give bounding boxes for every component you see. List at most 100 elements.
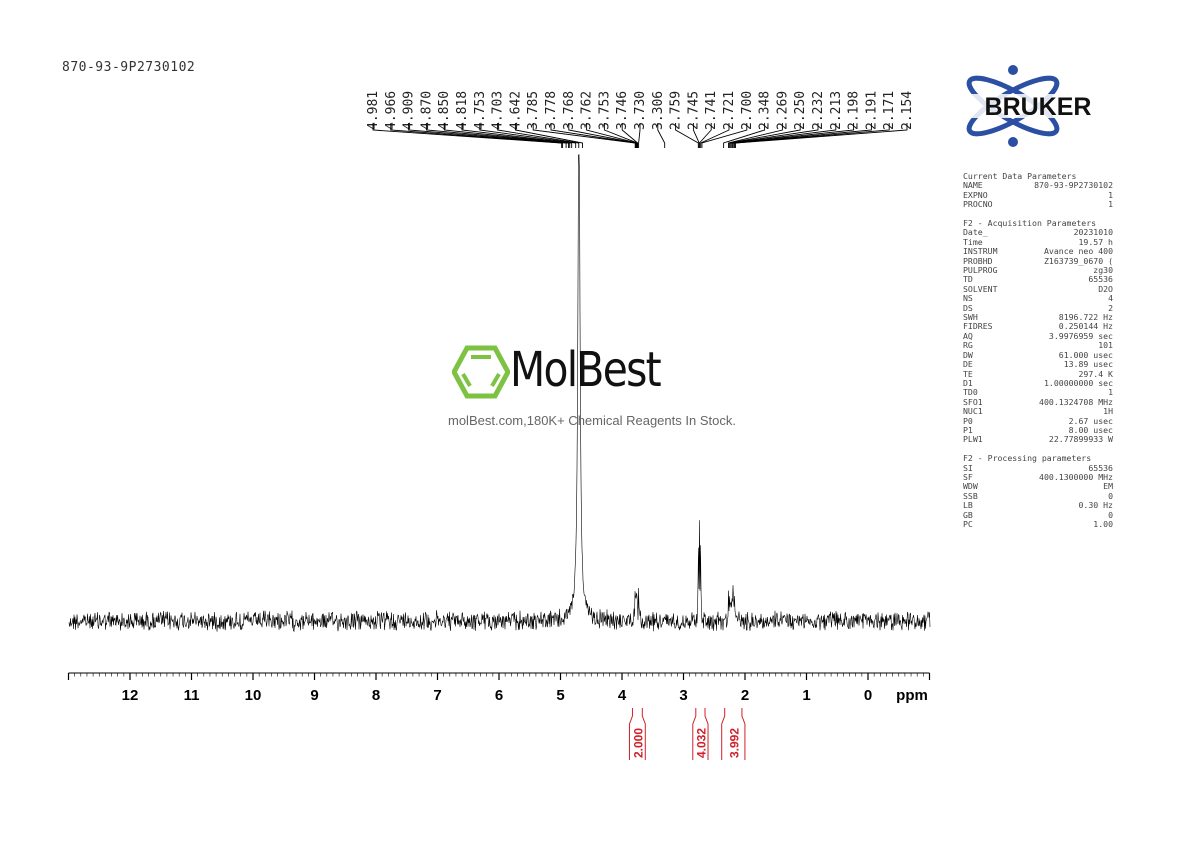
peak-label: 2.721 [722,91,737,130]
peak-label-connector [734,123,890,148]
param-key: GB [963,509,973,520]
peak-label-connector [461,123,573,148]
param-key: TE [963,368,973,379]
param-key: PLW1 [963,434,983,445]
param-row: TD0 1 [963,387,1113,397]
peak-label: 3.730 [633,91,648,130]
param-row: GB 0 [963,509,1113,520]
param-row: DE 13.89 usec [963,359,1113,369]
param-value: 1.00 [1093,519,1113,529]
param-row: PROBHD Z163739_0670 ( [963,255,1113,266]
param-value: 101 [1098,340,1113,351]
x-tick-label: 6 [495,687,503,704]
molbest-tagline: molBest.com,180K+ Chemical Reagents In S… [448,413,736,428]
param-row: Time 19.57 h [963,236,1113,247]
param-row: SOLVENT D2O [963,284,1113,294]
peak-label-connector [723,123,766,148]
param-key: SWH [963,312,978,323]
integral-bracket-right [704,708,709,760]
param-value: 65536 [1088,462,1113,473]
x-tick-label: 4 [618,687,627,704]
bruker-logo: BRUKER [955,65,1120,147]
integral-bracket-right [741,708,746,760]
param-key: DS [963,302,973,313]
peak-label: 2.250 [793,91,808,130]
peak-label-connector [735,123,908,148]
param-key: Date_ [963,227,988,238]
peak-label: 4.850 [437,91,452,130]
param-value: 65536 [1088,274,1113,285]
x-tick-label: 1 [802,687,810,704]
param-value: 4 [1108,293,1113,304]
param-value: 8.00 usec [1068,424,1113,435]
param-row: NS 4 [963,293,1113,304]
peak-label: 2.198 [847,91,862,130]
peak-label: 4.966 [384,91,399,130]
param-row: DW 61.000 usec [963,350,1113,360]
peak-label-connector [443,123,571,148]
param-row: SFO1 400.1324708 MHz [963,396,1113,407]
param-row: Date_ 20231010 [963,227,1113,238]
param-row: SWH 8196.722 Hz [963,312,1113,323]
peak-label-connector [621,123,639,148]
param-row: D1 1.00000000 sec [963,377,1113,388]
peak-label-connector [497,123,580,148]
peak-label-connector [657,123,666,148]
spectrum-trace [68,153,931,633]
param-key: PROBHD [963,255,993,266]
peak-label-connector [372,123,563,148]
param-row: AQ 3.9976959 sec [963,330,1113,341]
peak-label-connector [698,123,712,148]
peak-label-connector [638,123,641,148]
integral-value: 2.000 [631,728,645,758]
param-row: RG 101 [963,340,1113,351]
param-value: 1 [1108,189,1113,200]
param-value: 22.77899933 W [1048,434,1113,445]
param-row: P0 2.67 usec [963,415,1113,426]
param-row: LB 0.30 Hz [963,500,1113,510]
x-tick-label: 12 [122,687,139,704]
x-tick-label: 11 [184,687,200,704]
param-key: NUC1 [963,406,983,417]
param-row: P1 8.00 usec [963,424,1113,435]
param-row: TD 65536 [963,274,1113,285]
param-key: D1 [963,377,973,388]
peak-label-connector [701,123,748,148]
x-tick-label: 5 [556,687,564,704]
param-key: EXPNO [963,189,988,200]
x-axis-label: ppm [896,687,928,704]
param-key: AQ [963,330,973,341]
param-row: SI 65536 [963,462,1113,473]
peak-label: 3.762 [580,91,595,130]
param-key: RG [963,340,973,351]
peak-label: 4.642 [508,91,523,130]
param-value: 870-93-9P2730102 [1034,180,1113,191]
peak-label-connector [550,123,637,148]
param-row: NUC1 1H [963,406,1113,417]
peak-label: 4.753 [473,91,488,130]
molbest-watermark: MolBest molBest.com,180K+ Chemical Reage… [448,340,748,435]
param-key: Time [963,236,983,247]
x-tick-label: 10 [245,687,262,704]
sample-name: 870-93-9P2730102 [62,60,196,75]
peak-label: 2.154 [900,91,915,130]
param-value: 1 [1108,199,1113,210]
molbest-brand: MolBest [510,342,662,398]
peak-label: 2.171 [882,91,897,130]
param-value: 400.1324708 MHz [1039,396,1113,407]
param-value: Z163739_0670 ( [1043,255,1113,266]
peak-label-connector [675,123,699,148]
param-key: PC [963,519,973,529]
peak-label: 2.269 [775,91,790,130]
peak-label-connector [730,123,819,148]
param-key: P0 [963,415,973,426]
x-tick-label: 9 [310,687,318,704]
peak-label: 4.818 [455,91,470,130]
param-value: 2 [1108,302,1113,313]
integral-value: 3.992 [727,728,741,758]
param-key: SFO1 [963,396,983,407]
param-row: NAME 870-93-9P2730102 [963,180,1113,191]
param-section-title: F2 - Acquisition Parameters [963,218,1097,229]
peak-label: 3.746 [615,91,630,130]
param-key: WDW [963,481,978,492]
